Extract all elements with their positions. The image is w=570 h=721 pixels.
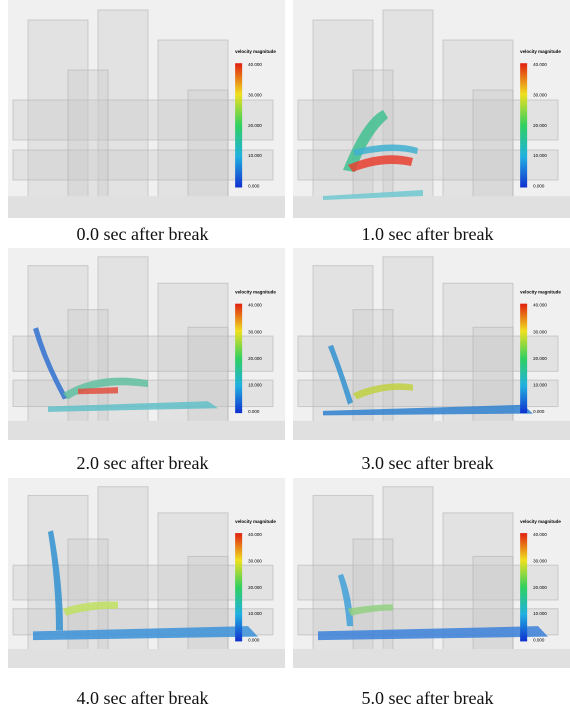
colorbar-tick-label: 10.000 — [533, 611, 547, 616]
colorbar-tick-label: 0.000 — [533, 183, 545, 188]
colorbar-title: velocity magnitude — [235, 519, 276, 524]
colorbar-tick-label: 40.000 — [248, 303, 262, 308]
colorbar-tick-label: 10.000 — [533, 383, 547, 388]
colorbar-tick-label: 20.000 — [248, 123, 262, 128]
colorbar-tick-label: 0.000 — [533, 409, 545, 414]
machine-part — [473, 556, 513, 652]
colorbar-title: velocity magnitude — [520, 49, 561, 54]
machine-part — [13, 100, 273, 140]
machine-part — [68, 539, 108, 661]
colorbar-title: velocity magnitude — [520, 519, 561, 524]
colorbar-tick-label: 10.000 — [248, 153, 262, 158]
caption: 5.0 sec after break — [285, 688, 570, 709]
simulation-image: velocity magnitude 40.000 30.000 20.000 10.0… — [293, 0, 570, 218]
machine-part — [298, 100, 558, 140]
caption: 4.0 sec after break — [0, 688, 285, 709]
floor — [293, 421, 570, 440]
colorbar-tick-label: 20.000 — [533, 356, 547, 361]
floor — [8, 649, 285, 668]
colorbar-tick-label: 10.000 — [248, 383, 262, 388]
floor — [8, 421, 285, 440]
caption: 1.0 sec after break — [285, 224, 570, 245]
colorbar-title: velocity magnitude — [520, 290, 561, 295]
simulation-image: velocity magnitude 40.000 30.000 20.000 10.0… — [8, 248, 285, 440]
colorbar-tick-label: 30.000 — [533, 93, 547, 98]
colorbar-tick-label: 40.000 — [248, 532, 262, 537]
colorbar — [235, 63, 242, 187]
machine-part — [13, 565, 273, 600]
machine-part — [473, 90, 513, 200]
colorbar — [520, 63, 527, 187]
machine-part — [188, 90, 228, 200]
colorbar-tick-label: 40.000 — [248, 62, 262, 67]
machine-part — [298, 565, 558, 600]
colorbar-tick-label: 0.000 — [533, 637, 545, 642]
floor — [293, 649, 570, 668]
machine-part — [298, 380, 558, 406]
colorbar-tick-label: 10.000 — [248, 611, 262, 616]
colorbar-tick-label: 0.000 — [248, 409, 260, 414]
colorbar-tick-label: 30.000 — [248, 329, 262, 334]
figure: velocity magnitude 40.000 30.000 20.000 10.0… — [0, 0, 570, 721]
colorbar — [235, 304, 242, 413]
caption: 0.0 sec after break — [0, 224, 285, 245]
machine-part — [188, 556, 228, 652]
simulation-image: velocity magnitude 40.000 30.000 20.000 10.0… — [8, 0, 285, 218]
colorbar-tick-label: 20.000 — [533, 123, 547, 128]
colorbar-tick-label: 10.000 — [533, 153, 547, 158]
colorbar-tick-label: 30.000 — [533, 329, 547, 334]
colorbar-title: velocity magnitude — [235, 290, 276, 295]
simulation-image: velocity magnitude 40.000 30.000 20.000 10.0… — [8, 478, 285, 668]
colorbar-tick-label: 40.000 — [533, 303, 547, 308]
simulation-image: velocity magnitude 40.000 30.000 20.000 10.0… — [293, 478, 570, 668]
colorbar-tick-label: 20.000 — [248, 585, 262, 590]
machine-part — [298, 150, 558, 180]
simulation-image: velocity magnitude 40.000 30.000 20.000 10.0… — [293, 248, 570, 440]
colorbar-tick-label: 20.000 — [533, 585, 547, 590]
colorbar-tick-label: 30.000 — [248, 93, 262, 98]
colorbar — [235, 533, 242, 641]
colorbar-tick-label: 30.000 — [533, 558, 547, 563]
colorbar — [520, 533, 527, 641]
colorbar-title: velocity magnitude — [235, 49, 276, 54]
floor — [8, 196, 285, 218]
colorbar-tick-label: 40.000 — [533, 62, 547, 67]
caption: 2.0 sec after break — [0, 453, 285, 474]
colorbar-tick-label: 30.000 — [248, 558, 262, 563]
machine-part — [13, 150, 273, 180]
machine-part — [188, 327, 228, 424]
colorbar — [520, 304, 527, 413]
machine-part — [68, 70, 108, 210]
panels: velocity magnitude 40.000 30.000 20.000 10.0… — [0, 0, 570, 721]
colorbar-tick-label: 20.000 — [248, 356, 262, 361]
colorbar-tick-label: 0.000 — [248, 637, 260, 642]
colorbar-tick-label: 40.000 — [533, 532, 547, 537]
colorbar-tick-label: 0.000 — [248, 183, 260, 188]
machine-part — [68, 310, 108, 433]
machine-part — [353, 539, 393, 661]
caption: 3.0 sec after break — [285, 453, 570, 474]
